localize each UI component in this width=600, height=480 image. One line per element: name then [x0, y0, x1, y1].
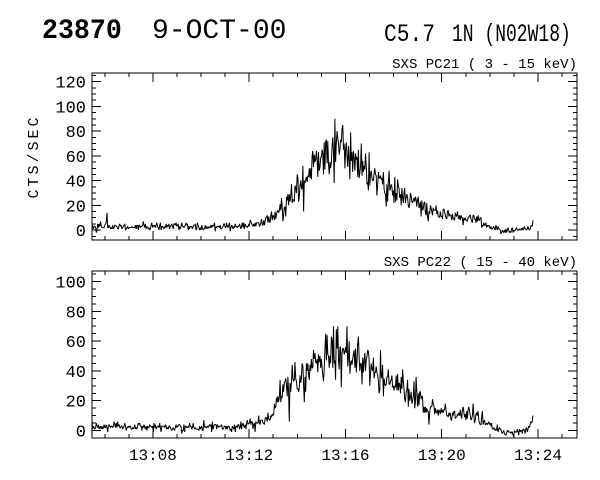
goes-class-label: C5.7: [384, 20, 436, 49]
plot-box: [91, 72, 578, 241]
y-tick-label: 60: [66, 149, 86, 168]
panel-pc21: 0 20 40 60 80 100 120 SXS PC21 ( 3 - 15 keV) CTS…: [26, 57, 578, 242]
panel-title: SXS PC22 ( 15 - 40 keV): [384, 255, 577, 271]
date-label: 9-OCT-00: [152, 16, 287, 47]
series-line-pc21: [91, 118, 534, 235]
y-tick-label: 0: [76, 424, 86, 443]
flare-importance-location: 1N (N02W18): [452, 20, 571, 49]
x-tick-label: 13:08: [129, 447, 177, 465]
y-tick-label: 80: [66, 304, 86, 323]
panel-pc22: 0 20 40 60 80 100 13:08 13:12 13:16 13:20 13:24 SXS…: [55, 255, 578, 465]
y-tick-label: 60: [66, 334, 86, 353]
panel-title: SXS PC21 ( 3 - 15 keV): [392, 57, 577, 73]
y-tick-label: 40: [66, 364, 86, 383]
y-tick-label: 80: [66, 124, 86, 143]
y-tick-label: 100: [55, 99, 86, 118]
active-region-number: 23870: [42, 16, 122, 47]
y-tick-label: 120: [55, 75, 86, 94]
y-tick-label: 40: [66, 174, 86, 193]
y-axis-label: CTS/SEC: [26, 114, 43, 198]
y-tick-label: 0: [76, 223, 86, 242]
y-tick-label: 100: [55, 274, 86, 293]
series-line-pc22: [91, 326, 534, 437]
y-tick-label: 20: [66, 198, 86, 217]
plot-box: [91, 270, 578, 439]
y-tick-label: 20: [66, 394, 86, 413]
x-tick-label: 13:16: [321, 447, 369, 465]
x-tick-label: 13:12: [225, 447, 273, 465]
x-tick-label: 13:20: [418, 447, 466, 465]
x-tick-label: 13:24: [514, 447, 562, 465]
